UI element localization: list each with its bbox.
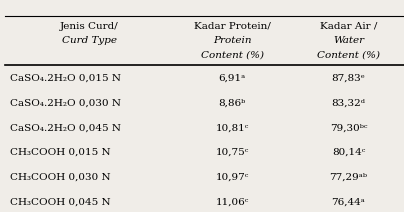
Text: 10,75ᶜ: 10,75ᶜ: [215, 148, 249, 157]
Text: 11,06ᶜ: 11,06ᶜ: [215, 198, 249, 206]
Text: 76,44ᵃ: 76,44ᵃ: [332, 198, 365, 206]
Text: CaSO₄.2H₂O 0,030 N: CaSO₄.2H₂O 0,030 N: [10, 99, 121, 108]
Text: 79,30ᵇᶜ: 79,30ᵇᶜ: [330, 123, 367, 132]
Text: Curd Type: Curd Type: [62, 36, 117, 45]
Text: 6,91ᵃ: 6,91ᵃ: [219, 74, 246, 83]
Text: CH₃COOH 0,030 N: CH₃COOH 0,030 N: [10, 173, 111, 182]
Text: CaSO₄.2H₂O 0,015 N: CaSO₄.2H₂O 0,015 N: [10, 74, 121, 83]
Text: 10,81ᶜ: 10,81ᶜ: [215, 123, 249, 132]
Text: Jenis Curd/: Jenis Curd/: [60, 22, 119, 31]
Text: 87,83ᵉ: 87,83ᵉ: [332, 74, 365, 83]
Text: CaSO₄.2H₂O 0,045 N: CaSO₄.2H₂O 0,045 N: [10, 123, 121, 132]
Text: Kadar Protein/: Kadar Protein/: [194, 22, 271, 31]
Text: 83,32ᵈ: 83,32ᵈ: [331, 99, 366, 108]
Text: Kadar Air /: Kadar Air /: [320, 22, 377, 31]
Text: Protein: Protein: [213, 36, 251, 45]
Text: 10,97ᶜ: 10,97ᶜ: [215, 173, 249, 182]
Text: 77,29ᵃᵇ: 77,29ᵃᵇ: [329, 173, 368, 182]
Text: CH₃COOH 0,015 N: CH₃COOH 0,015 N: [10, 148, 111, 157]
Text: 8,86ᵇ: 8,86ᵇ: [219, 99, 246, 108]
Text: Water: Water: [333, 36, 364, 45]
Text: CH₃COOH 0,045 N: CH₃COOH 0,045 N: [10, 198, 111, 206]
Text: Content (%): Content (%): [317, 50, 380, 59]
Text: 80,14ᶜ: 80,14ᶜ: [332, 148, 365, 157]
Text: Content (%): Content (%): [201, 50, 263, 59]
